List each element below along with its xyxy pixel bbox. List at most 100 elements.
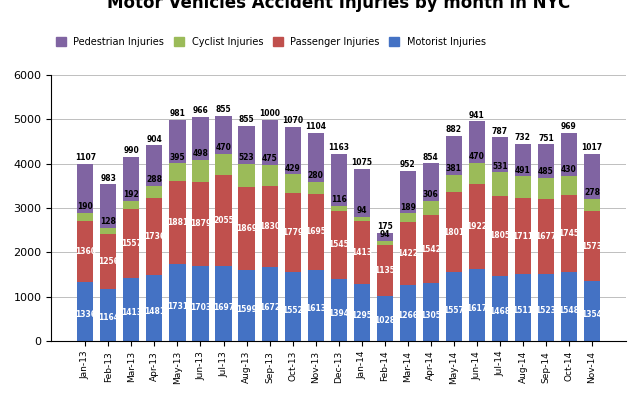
Bar [492, 137, 508, 172]
Text: 1545: 1545 [328, 240, 349, 250]
Bar [584, 154, 600, 199]
Bar [353, 221, 370, 284]
Text: 904: 904 [146, 135, 162, 144]
Bar [100, 228, 116, 234]
Text: 854: 854 [423, 153, 438, 161]
Text: 983: 983 [100, 173, 116, 183]
Bar [469, 121, 485, 163]
Bar [423, 163, 439, 201]
Bar [192, 265, 208, 341]
Bar [330, 211, 347, 279]
Bar [400, 285, 416, 341]
Bar [192, 160, 208, 182]
Text: 969: 969 [561, 122, 577, 131]
Bar [515, 274, 531, 341]
Bar [515, 144, 531, 176]
Text: 429: 429 [285, 163, 300, 173]
Bar [538, 274, 554, 341]
Text: 189: 189 [400, 203, 416, 212]
Text: 280: 280 [308, 171, 323, 180]
Text: 395: 395 [169, 153, 185, 161]
Bar [307, 133, 324, 182]
Text: 190: 190 [77, 202, 93, 211]
Text: 1879: 1879 [190, 219, 211, 228]
Text: 751: 751 [538, 134, 554, 143]
Bar [215, 154, 231, 175]
Bar [469, 184, 485, 270]
Text: 1413: 1413 [121, 308, 142, 317]
Text: 1801: 1801 [443, 228, 465, 237]
Bar [238, 270, 254, 341]
Text: 1163: 1163 [328, 143, 349, 152]
Text: 1017: 1017 [581, 143, 603, 152]
Bar [423, 283, 439, 341]
Bar [584, 211, 600, 281]
Text: 1413: 1413 [351, 248, 372, 257]
Text: 1107: 1107 [75, 153, 96, 162]
Bar [400, 213, 416, 222]
Bar [77, 282, 93, 341]
Text: 1468: 1468 [489, 307, 511, 316]
Text: 1075: 1075 [351, 158, 372, 167]
Bar [284, 127, 301, 174]
Text: 2055: 2055 [213, 216, 234, 225]
Bar [238, 164, 254, 187]
Bar [238, 187, 254, 270]
Bar [561, 176, 577, 195]
Text: 1711: 1711 [512, 232, 534, 240]
Text: 94: 94 [380, 230, 390, 239]
Bar [100, 234, 116, 290]
Bar [492, 196, 508, 276]
Text: 1000: 1000 [259, 109, 280, 119]
Text: 1677: 1677 [535, 232, 557, 241]
Bar [353, 217, 370, 221]
Bar [261, 165, 277, 186]
Text: 1104: 1104 [305, 122, 326, 131]
Bar [123, 209, 139, 278]
Bar [330, 206, 347, 211]
Text: 1256: 1256 [98, 257, 119, 266]
Text: 1305: 1305 [420, 311, 442, 319]
Bar [538, 144, 554, 178]
Text: 1557: 1557 [443, 305, 465, 314]
Legend: Pedestrian Injuries, Cyclist Injuries, Passenger Injuries, Motorist Injuries: Pedestrian Injuries, Cyclist Injuries, P… [56, 37, 486, 47]
Bar [284, 193, 301, 272]
Text: 1922: 1922 [466, 222, 488, 231]
Bar [146, 146, 162, 186]
Text: 470: 470 [215, 143, 231, 152]
Text: 94: 94 [357, 206, 367, 215]
Text: 1028: 1028 [374, 316, 396, 325]
Bar [561, 272, 577, 341]
Text: 990: 990 [123, 146, 139, 155]
Text: 1360: 1360 [75, 247, 96, 256]
Text: 470: 470 [469, 152, 485, 161]
Bar [284, 272, 301, 341]
Bar [238, 126, 254, 164]
Text: 981: 981 [169, 109, 185, 118]
Bar [169, 264, 185, 341]
Text: 491: 491 [515, 166, 531, 175]
Text: 1573: 1573 [581, 242, 603, 250]
Text: 1266: 1266 [397, 311, 419, 320]
Text: 1295: 1295 [351, 311, 372, 320]
Text: 1394: 1394 [328, 309, 349, 318]
Bar [100, 184, 116, 228]
Text: 485: 485 [538, 167, 554, 176]
Text: 1164: 1164 [98, 313, 119, 322]
Text: 1869: 1869 [236, 224, 257, 233]
Bar [400, 171, 416, 213]
Text: 475: 475 [262, 154, 277, 163]
Bar [77, 213, 93, 221]
Text: 1779: 1779 [282, 228, 304, 237]
Bar [123, 201, 139, 209]
Bar [169, 163, 185, 181]
Text: 1354: 1354 [581, 310, 603, 319]
Bar [215, 116, 231, 154]
Bar [538, 199, 554, 274]
Text: 855: 855 [239, 115, 254, 124]
Text: 381: 381 [446, 164, 462, 173]
Bar [330, 154, 347, 206]
Text: 1599: 1599 [236, 305, 257, 314]
Text: 882: 882 [446, 125, 462, 134]
Bar [215, 266, 231, 341]
